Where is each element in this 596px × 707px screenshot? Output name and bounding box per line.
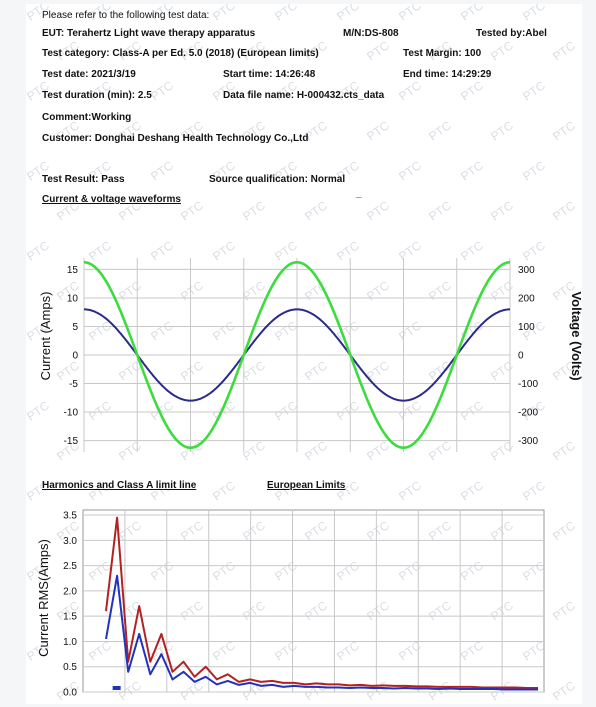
result-text: Test Result: Pass: [42, 174, 125, 185]
waveform-ylabel: Current (Amps): [38, 292, 53, 381]
harmonics-ytick: 3.0: [63, 536, 77, 547]
waveform-y2tick: -200: [518, 408, 538, 419]
waveform-y2tick: 200: [518, 293, 535, 304]
dash-mark: _: [356, 188, 362, 199]
watermark-text: PTC: [210, 4, 238, 24]
watermark-text: PTC: [426, 118, 454, 144]
waveform-y2tick: 0: [518, 351, 524, 362]
watermark-text: PTC: [520, 158, 548, 184]
waveform-y2tick: -300: [518, 436, 538, 447]
harmonic-current-line: [105, 574, 538, 691]
harmonics-ytick: 0.5: [63, 662, 77, 673]
watermark-text: PTC: [272, 4, 300, 24]
harmonics-ytick: 1.0: [63, 637, 77, 648]
watermark-text: PTC: [396, 78, 424, 104]
harmonics-plot-frame: [82, 509, 545, 693]
waveform-y2tick: 100: [518, 322, 535, 333]
class-a-limit-line: [105, 516, 538, 689]
harmonics-ytick: 2.0: [63, 586, 77, 597]
watermark-text: PTC: [364, 38, 392, 64]
report-sheet: PTC PTC PTC PTC PTC PTC PTC PTC PTC PTC PTC PTC PTC P…: [26, 4, 582, 704]
waveform-y2tick: -100: [518, 379, 538, 390]
source-text: Source qualification: Normal: [209, 174, 346, 185]
harmonics-ytick: 3.5: [63, 511, 77, 522]
waveform-ytick: -10: [64, 408, 79, 419]
customer-text: Customer: Donghai Deshang Health Technol…: [42, 133, 309, 144]
waveform-ytick: 15: [67, 265, 79, 276]
watermark-text: PTC: [488, 118, 516, 144]
waveform-ytick: -15: [64, 436, 79, 447]
start-time-text: Start time: 14:26:48: [223, 69, 316, 80]
category-text: Test category: Class-A per Ed. 5.0 (2018…: [42, 48, 319, 59]
watermark-text: PTC: [396, 4, 424, 24]
watermark-text: PTC: [458, 4, 486, 24]
watermark-text: PTC: [148, 78, 176, 104]
watermark-text: PTC: [488, 38, 516, 64]
margin-text: Test Margin: 100: [403, 48, 482, 59]
date-text: Test date: 2021/3/19: [42, 69, 136, 80]
waveform-y2tick: 300: [518, 265, 535, 276]
end-time-text: End time: 14:29:29: [403, 69, 492, 80]
waveform-ytick: 5: [72, 322, 78, 333]
watermark-text: PTC: [458, 158, 486, 184]
harmonics-chart: Current RMS(Amps) 3.5 3.0 2.5 2.0 1.5 1.0 0.5 0…: [36, 509, 545, 699]
harmonics-ytick: 2.5: [63, 561, 77, 572]
model-text: M/N:DS-808: [343, 28, 399, 39]
watermark-text: PTC: [520, 4, 548, 24]
watermark-text: PTC: [148, 158, 176, 184]
watermark-text: PTC: [520, 78, 548, 104]
duration-text: Test duration (min): 2.5: [42, 90, 152, 101]
comment-text: Comment:Working: [42, 112, 132, 123]
current-waveform-line: [84, 308, 510, 402]
watermark-text: PTC: [364, 118, 392, 144]
waveform-ytick: -5: [69, 379, 78, 390]
datafile-text: Data file name: H-000432.cts_data: [223, 90, 385, 101]
harmonics-title: Harmonics and Class A limit line: [42, 480, 197, 491]
voltage-waveform-line: [84, 260, 510, 449]
waveform-ytick: 0: [72, 351, 78, 362]
european-limits-label: European Limits: [267, 480, 346, 491]
harmonics-ylabel: Current RMS(Amps): [36, 539, 51, 657]
waveform-y2label: Voltage (Volts): [569, 291, 582, 380]
watermark-text: PTC: [396, 158, 424, 184]
eut-text: EUT: Terahertz Light wave therapy appara…: [42, 28, 256, 39]
waveform-chart: Current (Amps) Voltage (Volts) 15 10 5 0 -5 -…: [38, 258, 582, 452]
tested-by-text: Tested by:Abel: [476, 28, 547, 39]
harmonics-ytick: 1.5: [63, 612, 77, 623]
watermark-text: PTC: [550, 38, 578, 64]
waveform-ytick: 10: [67, 293, 79, 304]
intro-text: Please refer to the following test data:: [42, 10, 210, 21]
waveform-title: Current & voltage waveforms: [42, 194, 181, 205]
watermark-text: PTC: [458, 78, 486, 104]
watermark-text: PTC: [334, 4, 362, 24]
harmonic-bar: [112, 686, 121, 690]
watermark-text: PTC: [550, 118, 578, 144]
harmonics-ytick: 0.0: [63, 688, 77, 699]
